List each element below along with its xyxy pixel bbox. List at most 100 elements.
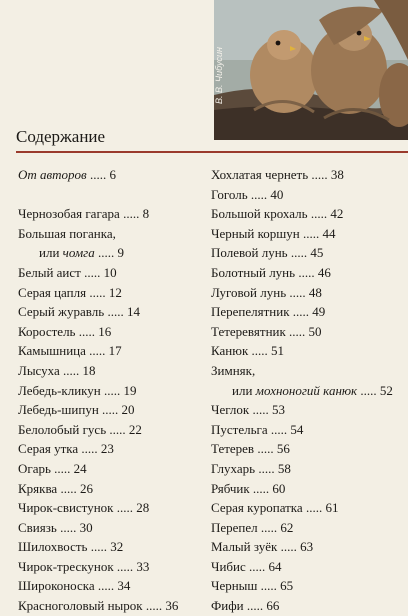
toc-entry-page: 12 bbox=[108, 284, 122, 300]
toc-entry: или мохноногий канюк ..... 52 bbox=[211, 381, 403, 401]
toc-entry-page: 30 bbox=[79, 519, 93, 535]
toc-entry-page: 53 bbox=[271, 402, 285, 418]
toc-entry-page: 46 bbox=[317, 264, 331, 280]
toc-entry: Кряква ..... 26 bbox=[18, 479, 213, 499]
toc-entry-page: 20 bbox=[121, 402, 135, 418]
toc-entry-leader: ..... bbox=[308, 167, 328, 182]
toc-entry: Чеглок ..... 53 bbox=[211, 400, 403, 420]
toc-entry-page: 65 bbox=[280, 578, 294, 594]
toc-entry-leader: ..... bbox=[248, 343, 268, 359]
toc-entry-page: 32 bbox=[110, 539, 124, 555]
toc-entry-title: Серая цапля bbox=[18, 284, 87, 300]
toc-entry-title: Серая куропатка bbox=[211, 500, 303, 516]
toc-entry-title: Камышница bbox=[18, 343, 86, 359]
toc-entry: Чибис ..... 64 bbox=[211, 557, 403, 577]
toc-entry-title: Тетерев bbox=[211, 441, 255, 457]
toc-entry-leader: ..... bbox=[98, 402, 119, 418]
toc-entry: Фифи ..... 66 bbox=[211, 596, 403, 616]
toc-entry: От авторов ..... 6 bbox=[18, 165, 213, 185]
toc-entry-title: Полевой лунь bbox=[211, 245, 288, 261]
toc-entry: Черный коршун ..... 44 bbox=[211, 224, 403, 244]
photo-credit: В. В. Чибусин bbox=[214, 47, 224, 104]
toc-entry-page: 52 bbox=[379, 382, 393, 398]
toc-entry: Тетерев ..... 56 bbox=[211, 439, 403, 459]
toc-entry-leader: ..... bbox=[87, 539, 107, 555]
toc-entry: или чомга ..... 9 bbox=[18, 243, 213, 263]
title-rule bbox=[16, 151, 408, 153]
toc-entry-leader: ..... bbox=[119, 206, 140, 222]
toc-entry-page: 44 bbox=[322, 225, 336, 241]
toc-entry-leader: ..... bbox=[243, 598, 264, 614]
toc-entry-title: Чеглок bbox=[211, 402, 250, 418]
toc-entry-leader: ..... bbox=[289, 304, 310, 320]
toc-entry-title: Канюк bbox=[211, 343, 249, 359]
toc-entry: Канюк ..... 51 bbox=[211, 341, 403, 361]
toc-entry-page: 10 bbox=[103, 264, 117, 280]
toc-entry-page: 61 bbox=[325, 500, 339, 516]
toc-entry-page: 26 bbox=[79, 480, 93, 496]
toc-entry-title: Белолобый гусь bbox=[18, 421, 107, 437]
toc-entry-page: 33 bbox=[136, 558, 150, 574]
toc-entry-page: 34 bbox=[117, 578, 131, 594]
toc-entry-title: Болотный лунь bbox=[211, 264, 296, 280]
toc-entry-page: 16 bbox=[98, 323, 112, 339]
toc-entry-title: Пустельга bbox=[211, 421, 268, 437]
toc-entry-page: 24 bbox=[73, 460, 87, 476]
toc-entry-leader: ..... bbox=[56, 519, 77, 535]
toc-entry: Серый журавль ..... 14 bbox=[18, 302, 213, 322]
toc-entry-page: 19 bbox=[123, 382, 137, 398]
toc-entry-title: Чернозобая гагара bbox=[18, 206, 120, 222]
toc-entry: Огарь ..... 24 bbox=[18, 459, 213, 479]
toc-entry-leader: ..... bbox=[100, 382, 121, 398]
toc-entry: Гоголь ..... 40 bbox=[211, 185, 403, 205]
toc-entry-title: Чирок-трескунок bbox=[18, 558, 114, 574]
toc-entry: Большая поганка, bbox=[18, 224, 213, 244]
toc-entry: Серая цапля ..... 12 bbox=[18, 283, 213, 303]
toc-entry-leader: ..... bbox=[86, 167, 107, 182]
toc-entry-title: или bbox=[39, 245, 63, 261]
toc-entry-leader: ..... bbox=[307, 206, 328, 222]
toc-entry-leader: ..... bbox=[78, 441, 98, 457]
toc-entry-leader: ..... bbox=[249, 480, 270, 496]
toc-entry-italic-name: чомга bbox=[62, 245, 95, 261]
toc-entry-leader: ..... bbox=[254, 441, 274, 457]
toc-entry-title: Белый аист bbox=[18, 264, 81, 280]
toc-entry-title: Тетеревятник bbox=[211, 323, 286, 339]
toc-entry: Пустельга ..... 54 bbox=[211, 420, 403, 440]
cover-photo: В. В. Чибусин bbox=[214, 0, 408, 140]
kestrel-chicks-illustration bbox=[214, 0, 408, 140]
toc-entry-title: Зимняк, bbox=[211, 362, 256, 378]
toc-entry-title: Чибис bbox=[211, 558, 246, 574]
toc-entry-leader: ..... bbox=[286, 284, 306, 300]
toc-entry-leader: ..... bbox=[59, 362, 80, 378]
toc-entry-title: Большая поганка, bbox=[18, 225, 116, 241]
toc-entry: Луговой лунь ..... 48 bbox=[211, 283, 403, 303]
toc-entry-title: Серая утка bbox=[18, 441, 79, 457]
toc-entry: Большой крохаль ..... 42 bbox=[211, 204, 403, 224]
toc-entry-title: Рябчик bbox=[211, 480, 250, 496]
toc-entry-title: Малый зуёк bbox=[211, 539, 278, 555]
toc-entry: Лебедь-кликун ..... 19 bbox=[18, 381, 213, 401]
toc-entry: Тетеревятник ..... 50 bbox=[211, 322, 403, 342]
toc-entry-page: 40 bbox=[270, 186, 284, 202]
toc-entry-title: Красноголовый нырок bbox=[18, 598, 143, 614]
toc-entry-title: Глухарь bbox=[211, 460, 256, 476]
toc-entry-title: Коростель bbox=[18, 323, 76, 339]
toc-entry: Чернозобая гагара ..... 8 bbox=[18, 204, 213, 224]
toc-entry-leader: ..... bbox=[257, 519, 278, 535]
toc-entry-page: 22 bbox=[128, 421, 142, 437]
toc-entry-leader: ..... bbox=[113, 558, 134, 574]
toc-entry: Коростель ..... 16 bbox=[18, 322, 213, 342]
toc-entry: Камышница ..... 17 bbox=[18, 341, 213, 361]
toc-entry-leader: ..... bbox=[277, 539, 297, 555]
toc-entry-title: Шилохвость bbox=[18, 539, 88, 555]
toc-entry-leader: ..... bbox=[80, 264, 101, 280]
toc-column-left: От авторов ..... 6 Чернозобая гагара ....… bbox=[18, 165, 213, 616]
toc-entry-page: 64 bbox=[268, 558, 282, 574]
page-title: Содержание bbox=[16, 127, 106, 146]
toc-entry-title: От авторов bbox=[18, 167, 87, 182]
toc-entry-page: 54 bbox=[290, 421, 304, 437]
toc-entry-page: 28 bbox=[136, 500, 150, 516]
toc-entry-leader: ..... bbox=[285, 323, 306, 339]
toc-entry: Чирок-свистунок ..... 28 bbox=[18, 498, 213, 518]
